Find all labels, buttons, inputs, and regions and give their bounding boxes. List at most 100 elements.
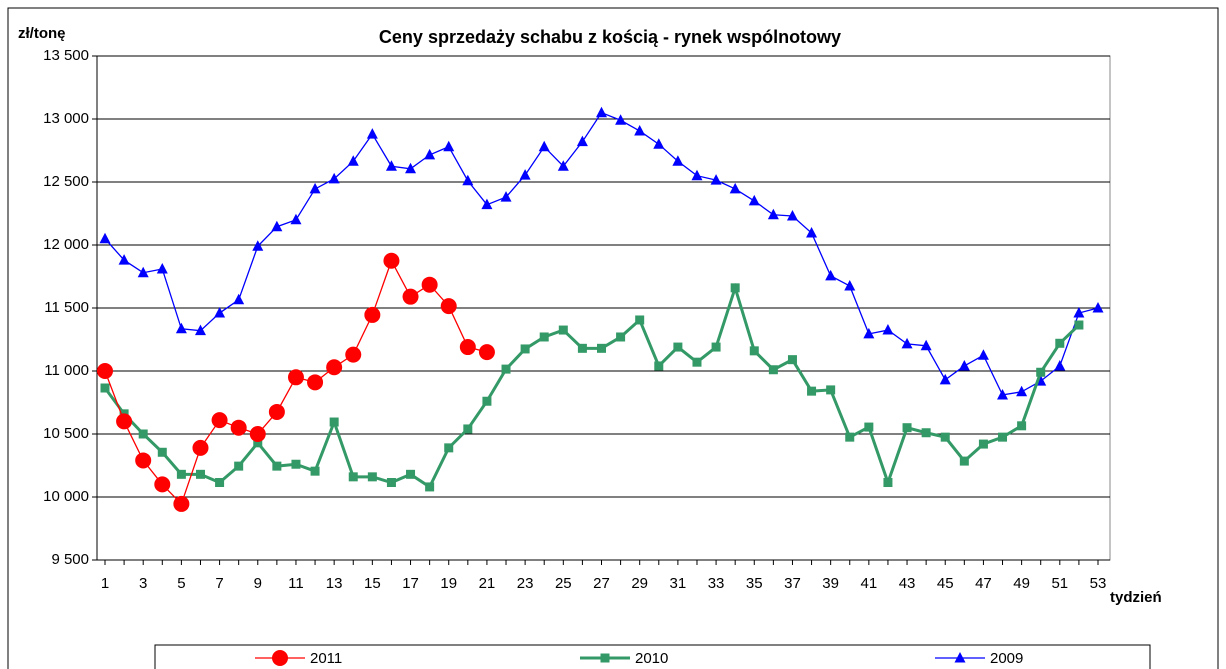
data-point <box>118 254 130 265</box>
x-tick-label: 21 <box>479 575 496 592</box>
x-tick-label: 31 <box>670 575 687 592</box>
data-point <box>691 169 703 181</box>
y-tick-label: 9 500 <box>51 551 89 568</box>
data-point <box>195 469 205 479</box>
data-point <box>345 346 362 363</box>
data-point <box>1074 320 1084 330</box>
data-point <box>156 262 168 274</box>
data-point <box>157 447 167 457</box>
data-point <box>116 413 133 430</box>
legend-marker <box>600 653 610 663</box>
x-tick-label: 53 <box>1090 575 1107 592</box>
data-point <box>328 172 340 184</box>
data-point <box>557 160 569 171</box>
data-point <box>326 359 343 376</box>
x-tick-label: 15 <box>364 575 381 592</box>
y-axis-label: zł/tonę <box>18 25 66 42</box>
y-tick-label: 13 000 <box>43 110 89 127</box>
x-tick-label: 39 <box>822 575 839 592</box>
data-point <box>596 106 607 118</box>
data-point <box>576 135 588 147</box>
data-point <box>230 419 247 436</box>
x-tick-label: 19 <box>440 575 457 592</box>
data-point <box>366 128 378 139</box>
x-tick-label: 13 <box>326 575 343 592</box>
data-point <box>882 324 894 335</box>
data-point <box>539 332 549 342</box>
data-point <box>1073 307 1085 318</box>
data-point <box>97 363 113 379</box>
data-point <box>214 307 226 318</box>
legend-marker <box>954 652 966 663</box>
data-point <box>958 359 970 371</box>
data-point <box>883 478 893 488</box>
data-point <box>367 472 377 482</box>
x-tick-label: 33 <box>708 575 725 592</box>
data-point <box>692 357 702 367</box>
x-tick-label: 11 <box>288 575 304 592</box>
data-point <box>844 279 856 291</box>
data-point <box>501 364 511 374</box>
data-point <box>787 355 797 365</box>
data-point <box>959 456 969 466</box>
x-axis-label: tydzień <box>1110 589 1162 606</box>
legend-label: 2009 <box>990 650 1023 667</box>
data-point <box>730 283 740 293</box>
data-point <box>176 469 186 479</box>
data-point <box>635 315 645 325</box>
data-point <box>173 495 190 512</box>
data-point <box>615 114 627 125</box>
data-point <box>845 432 855 442</box>
data-point <box>653 138 665 149</box>
x-tick-label: 35 <box>746 575 763 592</box>
data-point <box>444 443 454 453</box>
data-point <box>826 385 836 395</box>
data-point <box>309 182 321 194</box>
data-point <box>1055 338 1065 348</box>
data-point <box>1017 421 1027 431</box>
data-point <box>271 220 283 232</box>
y-tick-label: 13 500 <box>43 47 89 64</box>
data-point <box>711 342 721 352</box>
data-point <box>901 337 913 349</box>
chart-frame <box>7 7 1219 669</box>
data-point <box>998 432 1008 442</box>
data-point <box>939 373 951 385</box>
data-point <box>425 482 435 492</box>
data-point <box>233 293 245 305</box>
data-point <box>767 208 779 220</box>
data-point <box>137 266 149 278</box>
data-point <box>577 343 587 353</box>
data-point <box>402 288 419 305</box>
legend-label: 2011 <box>310 650 342 667</box>
data-point <box>920 339 932 351</box>
data-point <box>406 469 416 479</box>
data-point <box>748 194 760 206</box>
data-point <box>253 438 263 448</box>
data-point <box>329 417 339 427</box>
data-point <box>977 349 989 360</box>
data-point <box>272 461 282 471</box>
x-tick-label: 51 <box>1051 575 1068 592</box>
data-point <box>364 306 381 323</box>
data-point <box>421 276 438 293</box>
x-tick-label: 17 <box>402 575 419 592</box>
x-tick-label: 3 <box>139 575 147 592</box>
data-point <box>194 324 206 336</box>
data-point <box>154 476 171 493</box>
x-tick-label: 9 <box>254 575 262 592</box>
data-point <box>440 298 457 315</box>
x-tick-label: 27 <box>593 575 610 592</box>
data-point <box>634 124 646 136</box>
data-point <box>558 325 568 335</box>
x-tick-label: 41 <box>861 575 878 592</box>
legend-label: 2010 <box>635 650 668 667</box>
legend-marker <box>272 650 288 666</box>
data-point <box>192 439 209 456</box>
x-tick-label: 29 <box>631 575 648 592</box>
data-point <box>138 429 148 439</box>
data-point <box>135 452 152 469</box>
data-point <box>806 227 818 238</box>
x-tick-label: 23 <box>517 575 534 592</box>
data-point <box>405 162 417 174</box>
